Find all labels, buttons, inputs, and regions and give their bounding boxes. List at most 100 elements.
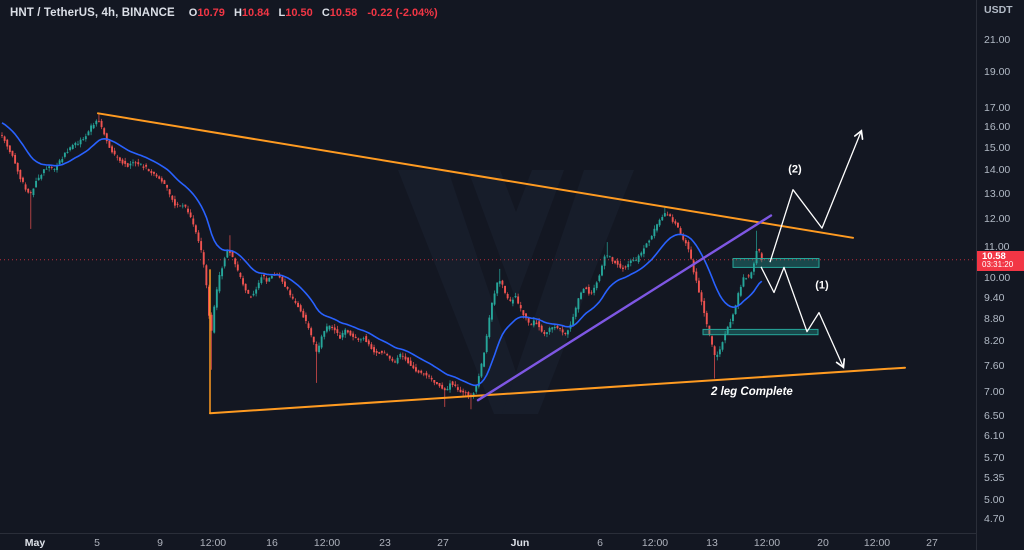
price-tick: 5.00 xyxy=(984,493,1005,506)
impulse-trend-line[interactable] xyxy=(476,214,773,402)
candle xyxy=(614,260,617,265)
time-tick: 12:00 xyxy=(863,537,891,549)
candle xyxy=(417,369,420,374)
candle xyxy=(514,292,517,299)
candle xyxy=(700,290,703,306)
time-tick: 9 xyxy=(157,537,163,549)
time-axis[interactable]: May 5 9 12:00 16 12:00 23 27 Jun 6 12:00 13 12:00 20 1… xyxy=(0,533,976,550)
candle xyxy=(244,283,247,294)
candle xyxy=(331,325,334,331)
time-tick: 12:00 xyxy=(313,537,341,549)
candle xyxy=(519,301,522,312)
candle xyxy=(577,298,580,313)
price-tick: 6.50 xyxy=(984,409,1005,422)
symbol-title[interactable]: HNT / TetherUS, 4h, BINANCE xyxy=(10,7,175,19)
candle xyxy=(129,161,132,169)
candle xyxy=(483,352,486,368)
time-tick: 12:00 xyxy=(199,537,227,549)
candle xyxy=(150,169,153,176)
price-tick: 14.00 xyxy=(984,164,1011,177)
candle xyxy=(252,290,255,297)
price-tick: 9.40 xyxy=(984,291,1005,304)
candle xyxy=(268,277,271,282)
candle xyxy=(711,335,713,347)
candle xyxy=(637,254,640,264)
candle xyxy=(1,132,3,138)
candle xyxy=(105,132,108,144)
price-axis-unit: USDT xyxy=(984,4,1013,16)
price-tick: 8.20 xyxy=(984,335,1005,348)
candle xyxy=(145,163,148,170)
ascending-support-line[interactable] xyxy=(209,366,906,415)
price-tick: 13.00 xyxy=(984,187,1011,200)
candle xyxy=(299,303,302,313)
candle xyxy=(346,329,349,334)
candle xyxy=(171,195,174,203)
candle xyxy=(373,344,375,355)
candle xyxy=(404,353,407,362)
chart-pane[interactable]: (2) (1) 2 leg Complete HNT / TetherUS, 4h,… xyxy=(0,0,976,533)
candle xyxy=(580,291,582,300)
candle xyxy=(239,272,242,279)
price-chart[interactable]: (2) (1) 2 leg Complete xyxy=(0,0,976,533)
candle xyxy=(585,286,588,290)
candle xyxy=(147,168,150,172)
candle xyxy=(118,156,121,163)
candle xyxy=(323,330,326,340)
candle xyxy=(679,226,682,235)
candle xyxy=(574,306,577,320)
candle xyxy=(380,350,383,355)
candle xyxy=(8,145,11,154)
candle xyxy=(548,326,551,335)
candle xyxy=(674,219,677,226)
candle xyxy=(603,254,606,270)
candle xyxy=(690,246,693,260)
candle xyxy=(168,189,171,198)
descending-resistance-line[interactable] xyxy=(97,112,854,239)
resistance-zone[interactable] xyxy=(732,258,820,268)
candle xyxy=(713,345,716,379)
candles-layer xyxy=(1,113,763,410)
candle xyxy=(100,118,103,130)
candle xyxy=(354,334,357,339)
candle xyxy=(291,293,294,300)
candle xyxy=(142,164,145,171)
candle xyxy=(587,284,590,296)
candle xyxy=(747,274,750,279)
candle xyxy=(559,327,562,332)
candle xyxy=(669,213,672,217)
price-axis[interactable]: USDT 10.58 03:31:20 21.00 19.00 17.00 16.00… xyxy=(976,0,1024,550)
candle xyxy=(677,222,679,228)
candle xyxy=(187,205,189,215)
candle xyxy=(396,355,399,365)
time-tick: 27 xyxy=(926,537,938,549)
bearish-projection-label: (1) xyxy=(815,280,829,292)
candle xyxy=(27,188,30,194)
candle xyxy=(218,271,221,294)
candle xyxy=(255,286,258,297)
bearish-projection[interactable] xyxy=(760,266,846,369)
wave-note[interactable]: 2 leg Complete xyxy=(710,386,793,398)
candle xyxy=(506,292,509,300)
candle xyxy=(71,143,74,150)
candle xyxy=(97,113,100,123)
candle xyxy=(124,157,127,167)
candle xyxy=(428,374,431,379)
candle xyxy=(388,355,391,361)
candle xyxy=(24,182,27,192)
candle xyxy=(312,336,315,345)
price-tick: 10.00 xyxy=(984,271,1011,284)
candle xyxy=(718,346,721,357)
candle xyxy=(197,230,200,243)
candle xyxy=(116,154,119,161)
bullish-projection[interactable] xyxy=(769,129,864,263)
time-tick: 12:00 xyxy=(753,537,781,549)
price-tick: 7.00 xyxy=(984,385,1005,398)
candle xyxy=(260,274,263,285)
support-zone[interactable] xyxy=(702,328,819,336)
price-tick: 5.35 xyxy=(984,471,1005,484)
candle xyxy=(92,122,95,130)
candle xyxy=(359,338,362,343)
candle xyxy=(564,332,567,336)
high-value: 10.84 xyxy=(241,7,270,19)
